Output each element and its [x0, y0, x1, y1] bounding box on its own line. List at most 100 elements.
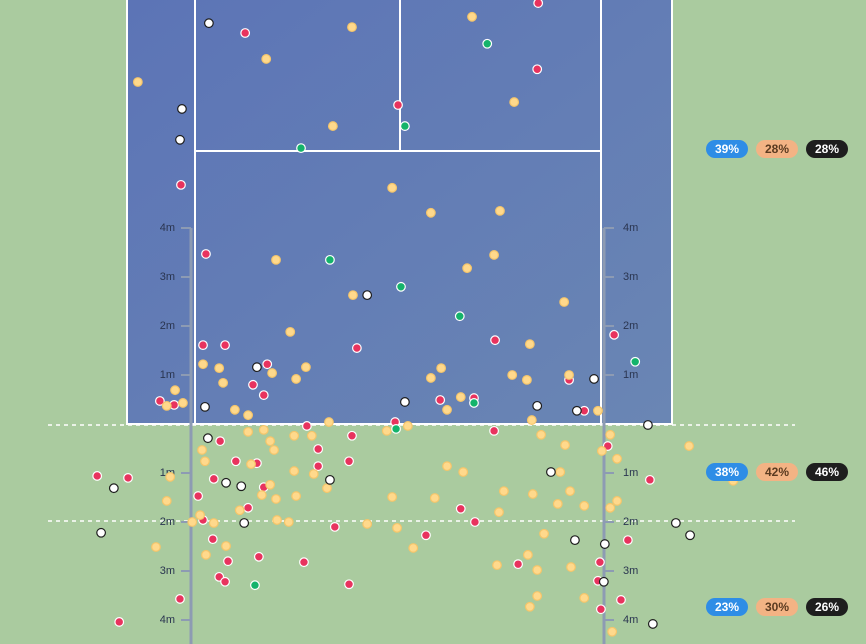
- shot-dot: [151, 542, 161, 552]
- ruler-label: 2m: [623, 516, 638, 528]
- ruler-label: 3m: [623, 271, 638, 283]
- shot-dot: [442, 404, 452, 415]
- pill-bg: [706, 598, 748, 616]
- shot-dot: [645, 474, 655, 485]
- shot-dot: [322, 483, 332, 494]
- court: [48, 0, 795, 522]
- shot-dot: [96, 527, 106, 538]
- shot-dot: [285, 326, 296, 337]
- shot-dot: [402, 421, 413, 431]
- shot-dot: [596, 446, 607, 456]
- shot-dot: [269, 445, 279, 455]
- shot-dot: [258, 390, 269, 400]
- shot-dot: [203, 433, 213, 444]
- shot-dot: [308, 469, 319, 479]
- pill-bg: [706, 140, 748, 158]
- shot-dot: [362, 519, 373, 529]
- shot-dot: [302, 421, 312, 431]
- shot-dot: [161, 496, 172, 506]
- shot-dot: [252, 362, 262, 373]
- shot-dot: [197, 445, 207, 455]
- pill-bg: [756, 463, 798, 481]
- shot-dot: [170, 385, 180, 396]
- ruler-label: 1m: [160, 369, 175, 381]
- shot-dot: [436, 363, 447, 374]
- shot-dot: [605, 502, 616, 513]
- shot-dot: [261, 54, 272, 64]
- shot-dot: [455, 503, 466, 514]
- shot-dot: [425, 373, 436, 383]
- pill-bg: [756, 140, 798, 158]
- shot-dot: [612, 453, 622, 464]
- shot-dot: [524, 601, 535, 612]
- shot-dot: [230, 456, 241, 467]
- stat-pill: 42%: [756, 463, 798, 481]
- shot-dot: [248, 379, 258, 390]
- shot-dot: [215, 436, 226, 447]
- stat-pill: 26%: [806, 598, 848, 616]
- shot-dot: [598, 576, 609, 587]
- shot-dot: [616, 595, 626, 605]
- shot-dot: [579, 593, 590, 603]
- shot-dot: [532, 565, 543, 575]
- shot-dot: [400, 397, 410, 407]
- shot-dot: [348, 290, 358, 301]
- shot-dot: [289, 430, 300, 441]
- shot-dot: [283, 517, 294, 527]
- shot-dot: [256, 490, 267, 500]
- shot-dot: [381, 425, 392, 436]
- shot-dot: [509, 97, 520, 107]
- shot-dot: [291, 491, 302, 501]
- stats: 39% 28% 28% 38% 42% 46% 23% 30% 26%: [706, 140, 848, 616]
- shot-dot: [221, 541, 231, 551]
- shot-dot: [296, 143, 306, 154]
- pill-text: 23%: [715, 600, 739, 614]
- pill-bg: [806, 598, 848, 616]
- shot-dot: [570, 535, 580, 546]
- ruler-label: 1m: [623, 467, 638, 479]
- shot-dots: [92, 0, 739, 637]
- shot-dot: [593, 405, 603, 416]
- shot-dot: [425, 207, 436, 218]
- shot-dot: [200, 401, 210, 412]
- shot-dot: [187, 517, 198, 527]
- shot-dot: [362, 290, 373, 301]
- shot-dot: [527, 489, 538, 499]
- shot-dot: [507, 370, 518, 380]
- shot-dot: [324, 417, 334, 427]
- shot-dot: [344, 456, 354, 467]
- shot-dot: [495, 205, 505, 216]
- shot-dot: [435, 395, 446, 405]
- shot-dot: [532, 591, 543, 601]
- shot-dot: [564, 370, 574, 380]
- shot-dot: [344, 579, 354, 590]
- shot-dot: [559, 297, 570, 307]
- ruler-label: 1m: [623, 369, 638, 381]
- pill-bg: [806, 463, 848, 481]
- shot-dot: [607, 626, 618, 637]
- shot-dot: [178, 398, 188, 408]
- ruler-label: 4m: [160, 614, 175, 626]
- shot-dot: [114, 617, 125, 627]
- shot-dot: [421, 530, 431, 541]
- shot-dot: [325, 254, 335, 265]
- shot-dot: [454, 311, 465, 322]
- shot-dot: [400, 121, 410, 131]
- pill-bg: [706, 463, 748, 481]
- pill-bg: [756, 598, 798, 616]
- shot-dot: [396, 281, 406, 292]
- shot-dot: [612, 496, 622, 506]
- shot-dot: [220, 340, 230, 351]
- shot-dot: [208, 473, 219, 484]
- shot-dot: [622, 535, 633, 546]
- stat-pill: 39%: [706, 140, 748, 158]
- shot-dot: [243, 426, 254, 437]
- shot-dot: [599, 539, 610, 549]
- shot-dot: [442, 461, 452, 472]
- shot-dot: [198, 340, 208, 351]
- shot-dot: [670, 518, 681, 528]
- shot-dot: [240, 28, 251, 38]
- shot-dot: [494, 507, 504, 518]
